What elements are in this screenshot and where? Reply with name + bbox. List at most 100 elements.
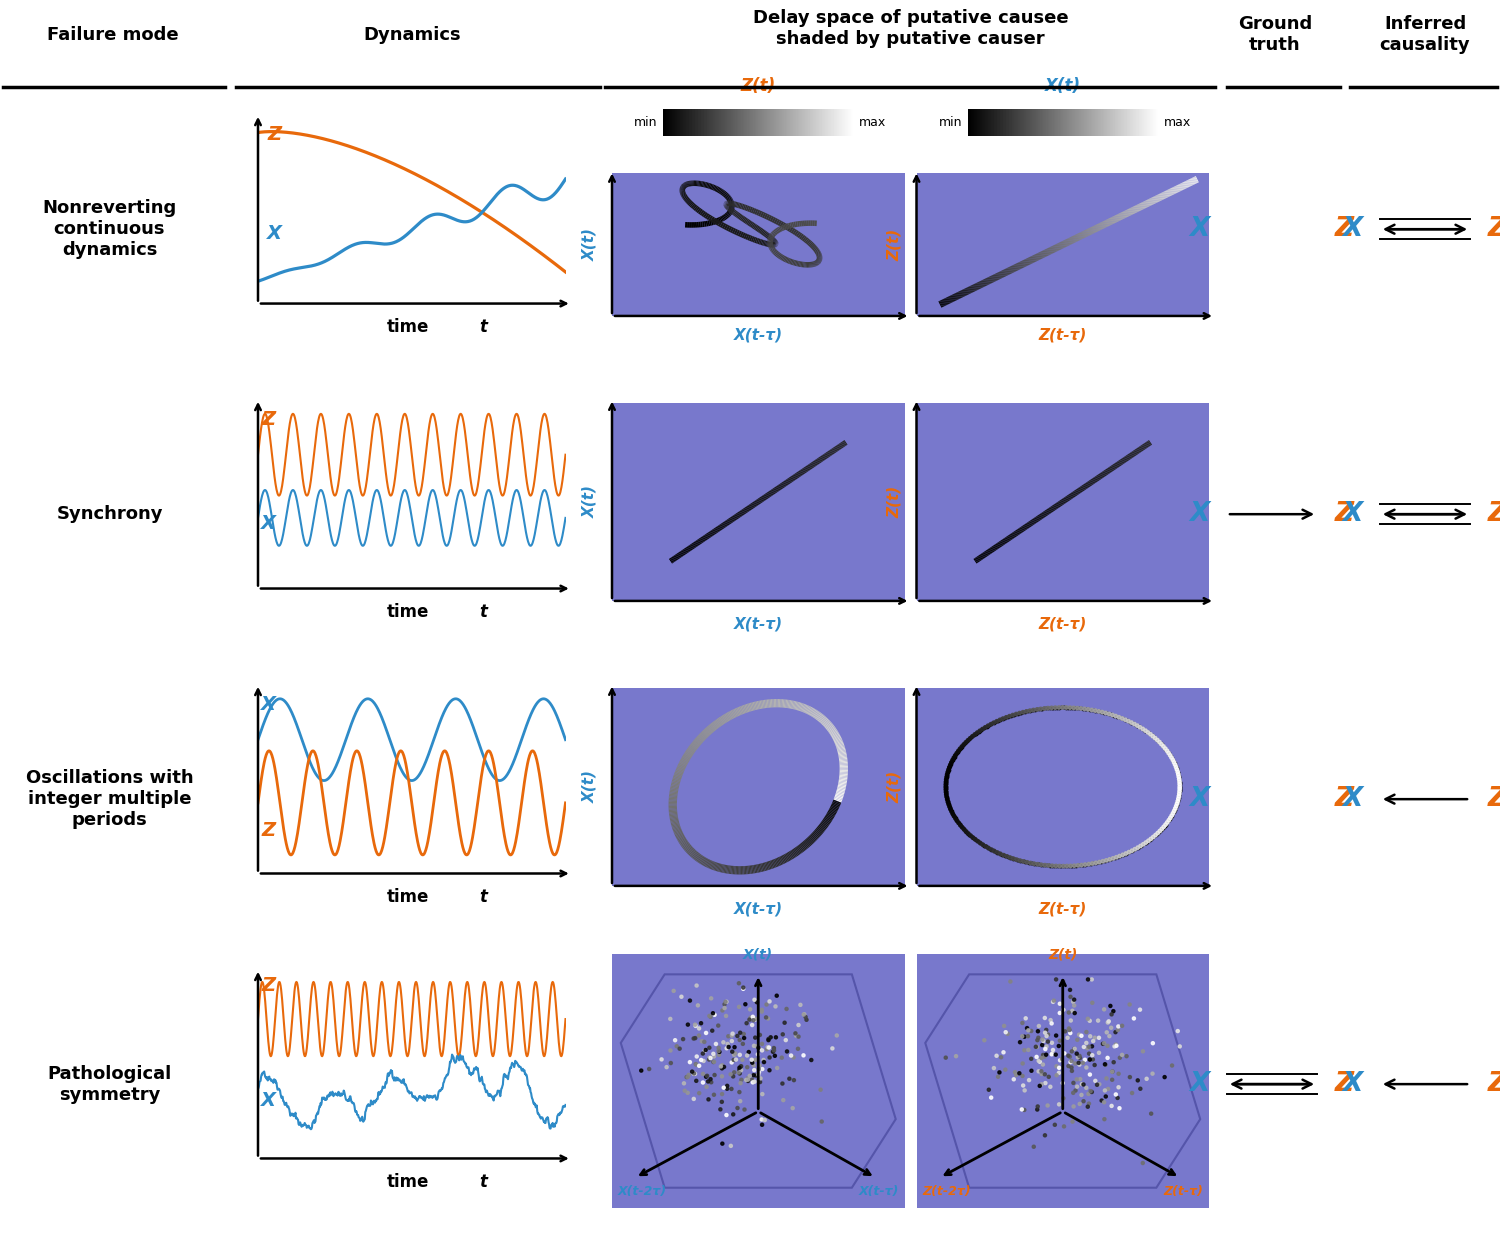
Point [702, 1044, 726, 1064]
Point [758, 1037, 782, 1057]
Text: t: t [480, 888, 488, 907]
Point [738, 1000, 762, 1020]
Point [1072, 855, 1096, 875]
Point [945, 810, 969, 830]
Point [1062, 698, 1086, 717]
Point [1062, 1038, 1086, 1058]
Point [1066, 855, 1090, 875]
Point [1008, 704, 1032, 724]
Point [1058, 1020, 1082, 1040]
Point [1066, 1053, 1090, 1073]
Point [764, 1046, 788, 1066]
Point [741, 1073, 765, 1093]
Point [950, 737, 974, 757]
Point [747, 1062, 771, 1082]
Point [1040, 856, 1064, 876]
Point [1030, 1054, 1054, 1074]
Point [724, 1049, 748, 1069]
Point [1008, 704, 1032, 724]
Point [970, 719, 994, 738]
Point [1100, 1018, 1124, 1038]
Point [699, 1007, 723, 1027]
Point [738, 1007, 762, 1027]
Text: t: t [480, 1173, 488, 1192]
Point [936, 792, 960, 812]
Point [1070, 1026, 1094, 1046]
Point [1076, 1009, 1100, 1028]
Point [684, 1016, 708, 1036]
Point [1096, 704, 1120, 724]
Point [1150, 819, 1174, 839]
Point [942, 807, 966, 826]
Point [956, 823, 980, 843]
Point [982, 712, 1006, 732]
Polygon shape [926, 974, 1200, 1188]
Point [1036, 1067, 1060, 1087]
Point [1146, 730, 1170, 750]
Point [1128, 836, 1152, 856]
Text: Inferred
causality: Inferred causality [1380, 15, 1470, 55]
Point [728, 974, 752, 994]
Point [1083, 1070, 1107, 1090]
Point [1065, 698, 1089, 717]
Point [1042, 856, 1066, 876]
Point [1060, 1061, 1084, 1080]
Point [1064, 1053, 1088, 1073]
Point [934, 772, 958, 792]
Point [730, 1049, 754, 1069]
Point [1056, 1046, 1080, 1066]
Point [678, 991, 702, 1011]
Point [952, 820, 976, 840]
Point [708, 1099, 732, 1119]
Text: time: time [387, 603, 429, 622]
Point [1101, 705, 1125, 725]
Text: Pathological
symmetry: Pathological symmetry [48, 1064, 171, 1104]
Point [1029, 699, 1053, 719]
Point [993, 1022, 1017, 1042]
Point [1110, 709, 1134, 729]
Point [770, 1048, 794, 1068]
Point [747, 1059, 771, 1079]
Point [1166, 794, 1190, 814]
Point [1090, 703, 1114, 722]
Point [730, 1035, 754, 1054]
Text: Z: Z [1335, 502, 1353, 527]
Point [687, 1056, 711, 1075]
Point [1053, 698, 1077, 717]
Point [934, 784, 958, 804]
Point [1076, 700, 1100, 720]
Point [1042, 698, 1066, 717]
Point [993, 846, 1017, 866]
Point [762, 1038, 786, 1058]
Point [1134, 1069, 1158, 1089]
Point [1013, 1100, 1036, 1120]
Point [1026, 1062, 1050, 1082]
Point [742, 1027, 766, 1047]
Point [962, 726, 986, 746]
Point [723, 1037, 747, 1057]
Point [686, 995, 709, 1015]
Point [942, 748, 966, 768]
Point [940, 750, 964, 769]
Point [1048, 698, 1072, 717]
Point [1090, 851, 1114, 871]
Point [786, 1027, 810, 1047]
Point [736, 1068, 760, 1088]
Point [1161, 802, 1185, 821]
Point [1011, 1053, 1035, 1073]
Point [1114, 710, 1138, 730]
Point [938, 757, 962, 777]
Point [980, 715, 1004, 735]
Point [808, 1080, 832, 1100]
Point [760, 1042, 784, 1062]
Point [986, 1067, 1010, 1087]
Point [1155, 814, 1179, 834]
Point [1044, 969, 1068, 989]
Point [1040, 1033, 1064, 1053]
Point [726, 1026, 750, 1046]
Point [1060, 1083, 1084, 1103]
Point [1080, 854, 1104, 873]
Point [945, 742, 969, 762]
Point [1074, 1058, 1098, 1078]
Point [1167, 786, 1191, 805]
